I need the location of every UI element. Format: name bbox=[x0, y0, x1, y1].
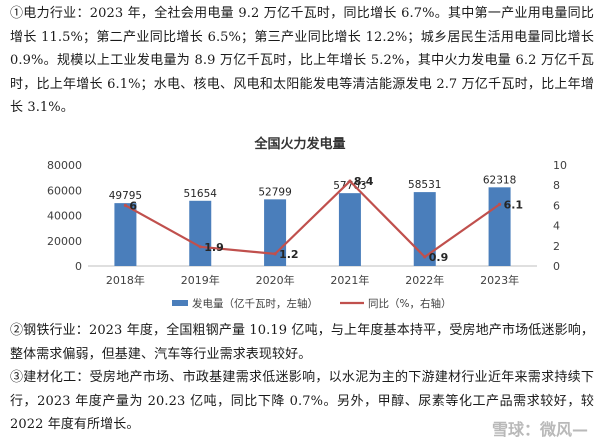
x-axis-tick-label: 2019年 bbox=[181, 273, 220, 287]
bar-value-label: 58531 bbox=[408, 179, 441, 191]
bar bbox=[114, 203, 137, 266]
line-value-label: 8.4 bbox=[354, 175, 374, 188]
line-point bbox=[198, 245, 202, 249]
right-axis-tick-label: 0 bbox=[553, 260, 560, 273]
left-axis-tick-label: 40000 bbox=[47, 210, 82, 223]
bar-value-label: 52799 bbox=[258, 186, 291, 198]
legend-bar-label: 发电量（亿千瓦时，左轴） bbox=[192, 297, 318, 310]
line-point bbox=[497, 202, 502, 206]
line-value-label: 0.9 bbox=[429, 251, 449, 264]
bar-value-label: 51654 bbox=[184, 188, 218, 200]
line-value-label: 6.1 bbox=[504, 198, 524, 211]
x-axis-tick-label: 2020年 bbox=[256, 273, 295, 287]
line-value-label: 1.9 bbox=[204, 241, 224, 254]
x-axis-tick-label: 2021年 bbox=[330, 273, 369, 287]
line-point bbox=[123, 203, 128, 207]
paragraph-power-industry: ①电力行业：2023 年，全社会用电量 9.2 万亿千瓦时，同比增长 6.7%。… bbox=[10, 6, 594, 115]
bar bbox=[189, 200, 212, 266]
bar bbox=[338, 193, 361, 266]
right-axis-tick-label: 4 bbox=[553, 220, 560, 233]
legend-bar-swatch bbox=[172, 300, 188, 306]
paragraph-steel-industry: ②钢铁行业：2023 年度，全国粗钢产量 10.19 亿吨，与上年度基本持平，受… bbox=[10, 323, 594, 362]
line-point bbox=[273, 252, 277, 256]
left-axis-tick-label: 0 bbox=[75, 260, 82, 273]
chart-title: 全国火力发电量 bbox=[254, 137, 346, 152]
left-axis-tick-label: 20000 bbox=[47, 235, 82, 248]
x-axis-tick-label: 2022年 bbox=[405, 273, 444, 287]
left-axis-tick-label: 60000 bbox=[47, 184, 82, 197]
left-axis-tick-label: 80000 bbox=[47, 159, 82, 172]
paragraph-building-materials-chemicals: ③建材化工：受房地产市场、市政基建需求低迷影响，以水泥为主的下游建材行业近年来需… bbox=[10, 370, 594, 432]
line-value-label: 6 bbox=[129, 199, 137, 212]
right-axis-tick-label: 2 bbox=[553, 240, 560, 253]
line-series bbox=[124, 180, 501, 259]
bar-value-label: 49795 bbox=[109, 190, 142, 202]
line-point bbox=[423, 255, 427, 259]
x-axis-tick-label: 2023年 bbox=[480, 273, 519, 287]
right-axis-tick-label: 8 bbox=[553, 179, 560, 192]
right-axis-tick-label: 6 bbox=[553, 199, 560, 212]
legend-line-label: 同比（%，右轴） bbox=[368, 297, 451, 310]
x-axis-tick-label: 2018年 bbox=[106, 273, 145, 287]
right-axis-tick-label: 10 bbox=[553, 159, 567, 172]
line-point bbox=[348, 179, 352, 183]
line-value-label: 1.2 bbox=[279, 248, 299, 261]
bar bbox=[413, 192, 436, 266]
thermal-power-chart: 0 20000 40000 60000 80000 0 2 4 6 8 10 49795 51654 52… bbox=[47, 159, 567, 310]
watermark: 雪球：微风— bbox=[491, 420, 588, 439]
bar-value-label: 62318 bbox=[483, 174, 516, 186]
